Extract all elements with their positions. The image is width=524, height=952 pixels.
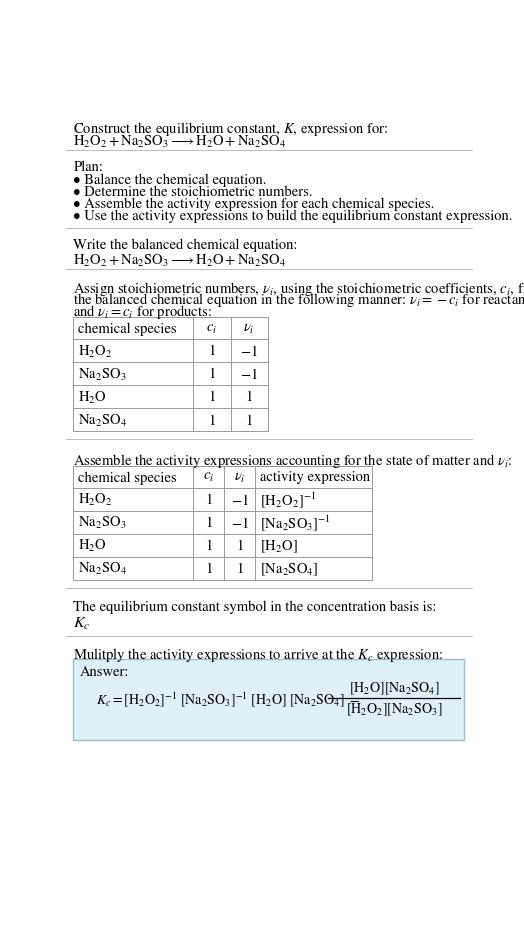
Text: $[\mathrm{Na_2SO_3}]^{-1}$: $[\mathrm{Na_2SO_3}]^{-1}$ [260, 513, 331, 532]
Text: $[\mathrm{H_2O}][\mathrm{Na_2SO_4}]$: $[\mathrm{H_2O}][\mathrm{Na_2SO_4}]$ [349, 680, 440, 696]
Text: $\mathrm{H_2O}$: $\mathrm{H_2O}$ [78, 538, 106, 554]
Text: $\mathrm{H_2O_2}$: $\mathrm{H_2O_2}$ [78, 491, 112, 507]
Text: 1: 1 [208, 414, 216, 427]
Text: $\mathrm{Na_2SO_4}$: $\mathrm{Na_2SO_4}$ [78, 412, 127, 428]
Text: the balanced chemical equation in the following manner: $\nu_i = -c_i$ for react: the balanced chemical equation in the fo… [73, 291, 524, 309]
Text: The equilibrium constant symbol in the concentration basis is:: The equilibrium constant symbol in the c… [73, 601, 436, 614]
Text: 1: 1 [205, 539, 213, 552]
Text: Mulitply the activity expressions to arrive at the $K_c$ expression:: Mulitply the activity expressions to arr… [73, 645, 443, 664]
Text: $[\mathrm{H_2O_2}]^{-1}$: $[\mathrm{H_2O_2}]^{-1}$ [260, 489, 316, 509]
Text: • Determine the stoichiometric numbers.: • Determine the stoichiometric numbers. [73, 186, 313, 199]
Bar [73, 466, 372, 581]
Text: 1: 1 [208, 367, 216, 381]
Text: $-1$: $-1$ [240, 367, 258, 382]
Text: $K_c = [\mathrm{H_2O_2}]^{-1}\ [\mathrm{Na_2SO_3}]^{-1}\ [\mathrm{H_2O}]\ [\math: $K_c = [\mathrm{H_2O_2}]^{-1}\ [\mathrm{… [96, 689, 361, 708]
Text: chemical species: chemical species [78, 470, 177, 484]
Text: $K_c$: $K_c$ [73, 615, 91, 631]
Text: 1: 1 [205, 493, 213, 506]
Text: • Use the activity expressions to build the equilibrium constant expression.: • Use the activity expressions to build … [73, 209, 512, 223]
Text: 1: 1 [245, 390, 253, 404]
Text: Construct the equilibrium constant, $K$, expression for:: Construct the equilibrium constant, $K$,… [73, 120, 388, 138]
Text: $\mathrm{Na_2SO_3}$: $\mathrm{Na_2SO_3}$ [78, 367, 126, 383]
Text: activity expression: activity expression [260, 470, 370, 484]
Text: 1: 1 [208, 390, 216, 404]
Text: Write the balanced chemical equation:: Write the balanced chemical equation: [73, 238, 298, 252]
Text: $-1$: $-1$ [231, 492, 249, 507]
Text: 1: 1 [236, 562, 244, 576]
Text: $[\mathrm{H_2O}]$: $[\mathrm{H_2O}]$ [260, 538, 298, 554]
Text: chemical species: chemical species [78, 322, 177, 335]
Text: $\mathrm{H_2O_2 + Na_2SO_3 \longrightarrow H_2O + Na_2SO_4}$: $\mathrm{H_2O_2 + Na_2SO_3 \longrightarr… [73, 134, 286, 150]
Text: and $\nu_i = c_i$ for products:: and $\nu_i = c_i$ for products: [73, 303, 212, 321]
Text: $\mathrm{H_2O_2}$: $\mathrm{H_2O_2}$ [78, 343, 112, 359]
Text: 1: 1 [205, 562, 213, 576]
Text: $\mathrm{Na_2SO_3}$: $\mathrm{Na_2SO_3}$ [78, 515, 126, 530]
Text: Plan:: Plan: [73, 160, 103, 174]
Text: • Assemble the activity expression for each chemical species.: • Assemble the activity expression for e… [73, 198, 434, 211]
Text: 1: 1 [236, 539, 244, 552]
Text: 1: 1 [245, 414, 253, 427]
Text: $\mathrm{H_2O_2 + Na_2SO_3 \longrightarrow H_2O + Na_2SO_4}$: $\mathrm{H_2O_2 + Na_2SO_3 \longrightarr… [73, 253, 286, 269]
Text: Assemble the activity expressions accounting for the state of matter and $\nu_i$: Assemble the activity expressions accoun… [73, 452, 513, 470]
Text: Assign stoichiometric numbers, $\nu_i$, using the stoichiometric coefficients, $: Assign stoichiometric numbers, $\nu_i$, … [73, 279, 524, 297]
Text: $\nu_i$: $\nu_i$ [234, 470, 246, 485]
Text: $-1$: $-1$ [231, 515, 249, 530]
Text: Answer:: Answer: [80, 665, 129, 679]
Text: $c_i$: $c_i$ [203, 470, 214, 484]
Text: $c_i$: $c_i$ [206, 322, 217, 335]
Text: $\nu_i$: $\nu_i$ [243, 322, 255, 336]
Text: $\mathrm{Na_2SO_4}$: $\mathrm{Na_2SO_4}$ [78, 561, 127, 577]
FancyBboxPatch shape [73, 660, 464, 741]
Text: 1: 1 [208, 345, 216, 358]
Bar [73, 318, 268, 432]
Text: 1: 1 [205, 516, 213, 529]
Text: • Balance the chemical equation.: • Balance the chemical equation. [73, 174, 267, 188]
Text: $[\mathrm{H_2O_2}][\mathrm{Na_2SO_3}]$: $[\mathrm{H_2O_2}][\mathrm{Na_2SO_3}]$ [346, 701, 442, 718]
Text: $-1$: $-1$ [240, 344, 258, 359]
Text: $\mathrm{H_2O}$: $\mathrm{H_2O}$ [78, 389, 106, 406]
Text: $[\mathrm{Na_2SO_4}]$: $[\mathrm{Na_2SO_4}]$ [260, 561, 319, 577]
